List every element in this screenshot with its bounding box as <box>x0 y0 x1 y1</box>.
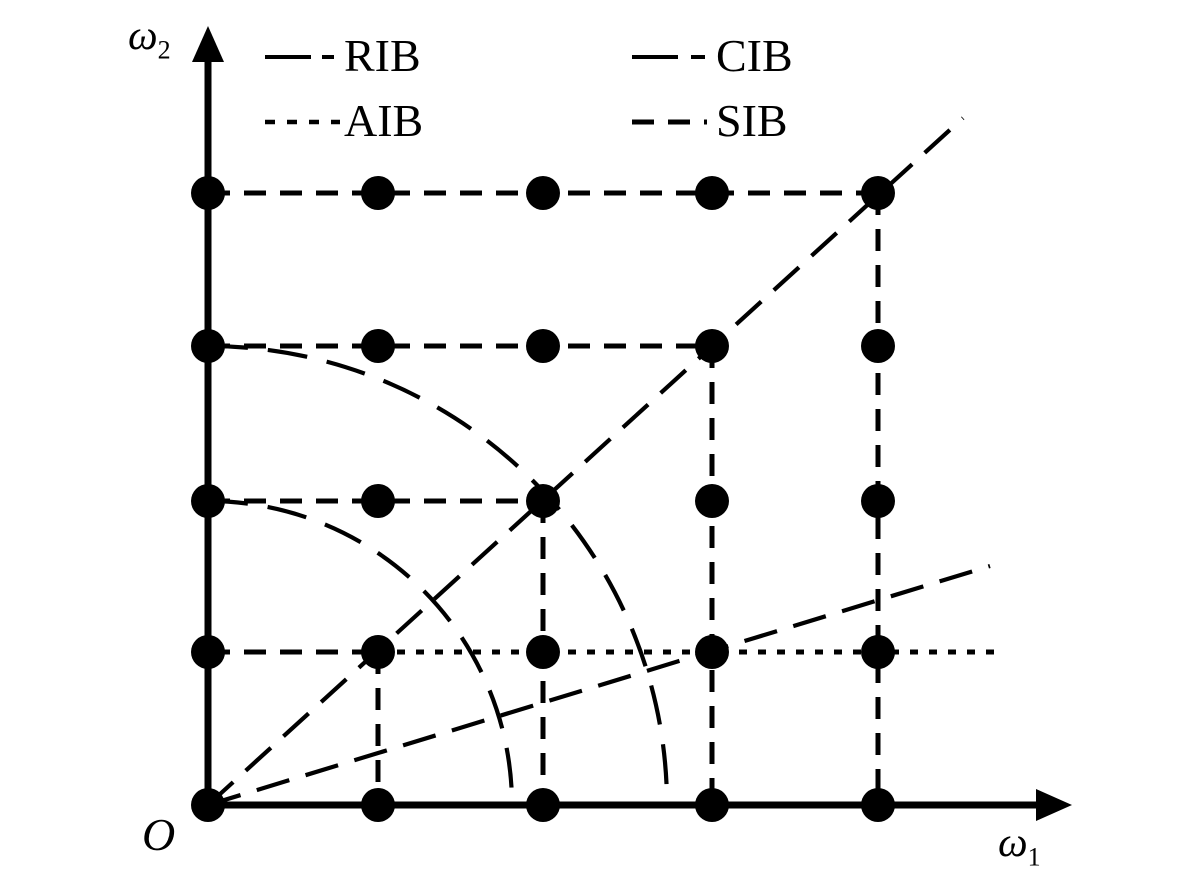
y-axis-label-symbol: ω <box>128 13 158 59</box>
lattice-point <box>191 484 225 518</box>
x-axis-label-symbol: ω <box>998 820 1028 866</box>
lattice-point <box>526 788 560 822</box>
lattice-point <box>861 329 895 363</box>
legend-label-aib: AIB <box>344 95 424 146</box>
lattice-points-group <box>191 176 895 822</box>
lattice-point <box>861 635 895 669</box>
lattice-point <box>361 176 395 210</box>
lattice-point <box>695 176 729 210</box>
legend-swatches-group <box>265 55 707 125</box>
lattice-point <box>695 788 729 822</box>
lattice-point <box>695 635 729 669</box>
lattice-point <box>361 788 395 822</box>
lattice-point <box>861 176 895 210</box>
legend-label-cib: CIB <box>716 30 793 81</box>
lattice-point <box>526 176 560 210</box>
lattice-point <box>191 788 225 822</box>
origin-label: O <box>142 809 176 860</box>
lattice-point <box>191 329 225 363</box>
cib-arc-inner <box>207 498 515 806</box>
lattice-point <box>861 788 895 822</box>
y-axis-arrowhead <box>192 26 224 62</box>
cib-arcs-group <box>207 343 670 806</box>
lattice-point <box>361 484 395 518</box>
lattice-point <box>361 635 395 669</box>
lattice-point <box>695 329 729 363</box>
legend-label-rib: RIB <box>344 30 421 81</box>
cib-arc-outer <box>207 343 670 806</box>
lattice-point <box>695 484 729 518</box>
legend-label-sib: SIB <box>716 95 788 146</box>
lattice-point <box>861 484 895 518</box>
lattice-point <box>526 635 560 669</box>
lattice-point <box>526 484 560 518</box>
x-axis-label-subscript: 1 <box>1027 842 1041 872</box>
y-axis-label-subscript: 2 <box>157 35 171 65</box>
lattice-point <box>191 176 225 210</box>
sib-verticals-group <box>375 193 881 805</box>
lattice-point <box>361 329 395 363</box>
x-axis-arrowhead <box>1036 789 1072 821</box>
y-axis-label: ω2 <box>128 15 171 63</box>
lattice-point <box>526 329 560 363</box>
lattice-point <box>191 635 225 669</box>
rib-ray-diagonal <box>206 116 965 807</box>
x-axis-label: ω1 <box>998 822 1041 870</box>
rib-ray-shallow <box>207 563 991 808</box>
rib-group <box>206 116 991 808</box>
